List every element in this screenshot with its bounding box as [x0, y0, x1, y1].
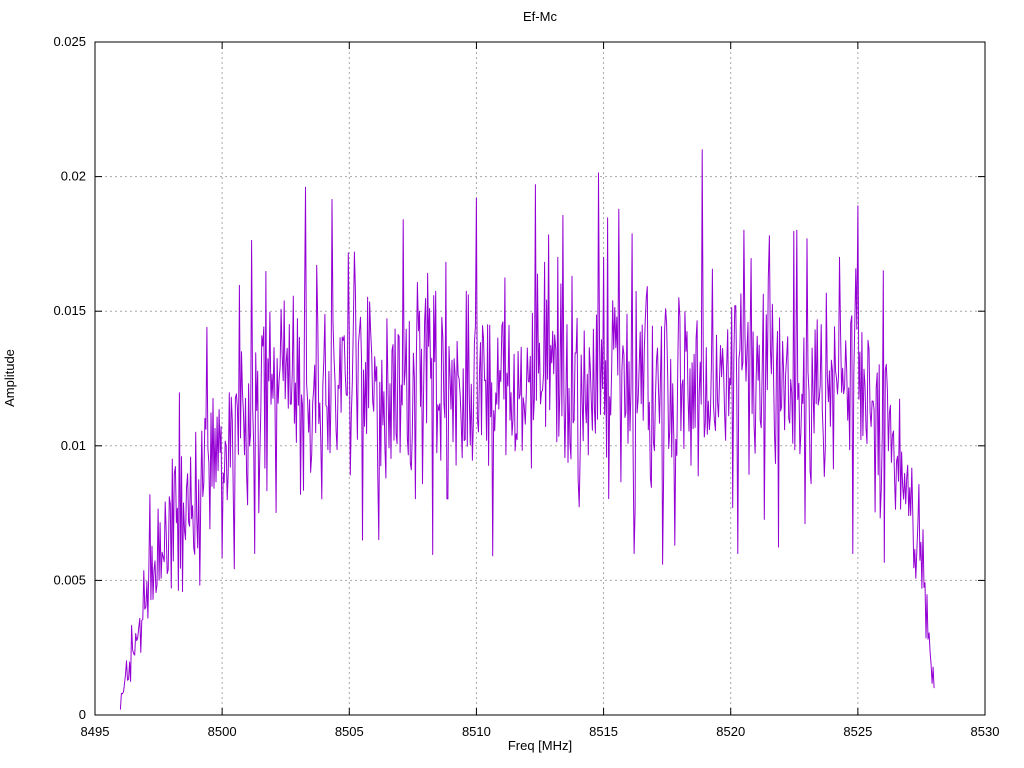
y-tick-label: 0.005 [53, 572, 86, 587]
x-axis-label: Freq [MHz] [508, 738, 572, 753]
x-tick-label: 8515 [589, 724, 618, 739]
chart-title: Ef-Mc [523, 9, 557, 24]
spectrum-line [119, 149, 935, 710]
y-tick-label: 0.01 [61, 438, 86, 453]
x-tick-label: 8505 [335, 724, 364, 739]
y-tick-label: 0.015 [53, 303, 86, 318]
y-tick-label: 0.02 [61, 169, 86, 184]
grid-lines [95, 42, 985, 715]
x-tick-label: 8500 [208, 724, 237, 739]
x-tick-label: 8530 [971, 724, 1000, 739]
x-tick-label: 8510 [462, 724, 491, 739]
y-tick-label: 0.025 [53, 34, 86, 49]
tick-labels: 8495 8500 8505 8510 8515 8520 8525 8530 0 0.005 0.… [53, 34, 999, 739]
axis-ticks [94, 41, 986, 716]
y-tick-label: 0 [79, 707, 86, 722]
x-tick-label: 8520 [716, 724, 745, 739]
plot-border [94, 41, 986, 716]
x-tick-label: 8525 [843, 724, 872, 739]
y-axis-label: Amplitude [2, 349, 17, 407]
x-tick-label: 8495 [81, 724, 110, 739]
